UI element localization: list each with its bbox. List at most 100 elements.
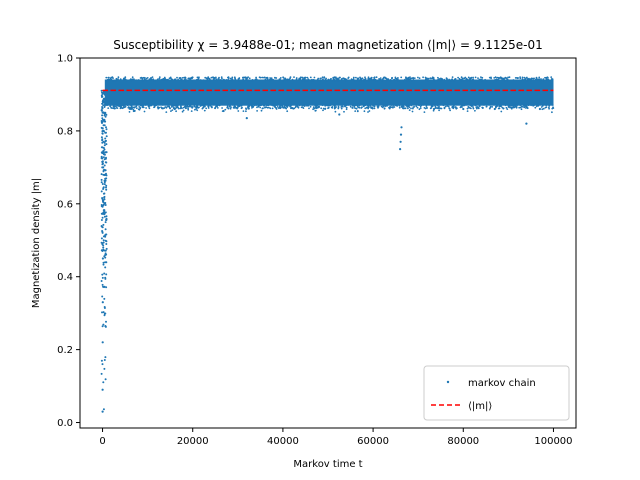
chain-point [276,106,279,108]
chain-point [266,78,269,81]
chain-point [255,76,257,79]
burn-in-point [100,359,103,362]
chain-point [280,106,282,109]
chain-point [215,105,218,108]
chain-point [466,79,468,82]
chain-point [551,104,554,106]
chain-point [355,76,357,79]
chain-point [444,105,447,108]
chain-point [327,107,329,110]
chain-point [109,105,112,107]
y-tick-label: 0.0 [57,418,73,429]
chain-point [457,76,459,79]
chain-point [182,106,185,109]
chain-point [393,106,396,108]
chain-point [199,105,202,107]
chain-point [143,110,146,113]
chain-point [454,78,457,80]
chain-point [535,76,538,79]
chain-point [320,79,322,82]
chain-point [455,103,458,106]
outlier-point [399,133,403,136]
chain-point [525,105,528,108]
chain-point [321,104,324,107]
chain-point [247,76,250,78]
chain-point [322,109,324,112]
chain-point [520,79,523,82]
burn-in-point [102,101,104,104]
chain-point [263,79,266,82]
chain-point [407,107,409,110]
chain-point [373,105,376,108]
chain-point [209,79,212,82]
chain-point [123,106,126,108]
chain-point [429,103,432,106]
chain-point [502,107,505,110]
chain-point [502,77,505,80]
chain-point [406,103,409,106]
chain-point [158,77,161,80]
chain-point [402,107,405,110]
chain-point [291,78,294,81]
burn-in-point [104,254,107,256]
chain-point [422,104,424,106]
chain-point [358,104,361,107]
chain-point [286,110,289,113]
chain-point [202,107,204,109]
chain-point [338,76,341,79]
chain-point [104,103,107,106]
chain-point [535,78,538,81]
burn-in-point [101,183,104,185]
chain-point [396,79,398,82]
chain-point [543,79,545,82]
chain-point [323,77,326,79]
chain-point [396,105,398,107]
chain-point [263,76,266,79]
chain-point [256,106,258,109]
chain-point [327,78,330,81]
chain-point [161,78,164,81]
chain-point [248,77,251,80]
burn-in-point [101,388,104,391]
chain-point [370,77,373,79]
chain-point [480,79,483,82]
burn-in-point [102,150,105,153]
chain-point [324,105,327,107]
chain-point [334,79,337,82]
chain-point [184,77,187,79]
burn-in-point [101,141,104,144]
chain-point [115,107,118,109]
chain-point [453,79,455,82]
chain-point [347,104,349,106]
chain-point [107,107,110,109]
chain-point [480,76,482,78]
chain-point [234,78,237,81]
burn-in-point [102,99,105,102]
chain-point [458,77,461,80]
chain-point [270,77,273,80]
burn-in-point [102,408,105,411]
chain-point [472,76,474,79]
chain-point [107,78,110,81]
chain-point [139,79,142,82]
chain-point [242,110,245,112]
chain-point [540,106,543,108]
burn-in-point [102,239,105,242]
chain-point [470,76,473,79]
chain-point [520,108,523,111]
chain-point [324,108,326,110]
chain-point [229,77,232,80]
chain-point [128,111,131,113]
burn-in-point [103,130,105,133]
chain-point [518,79,521,82]
chain-point [259,106,262,109]
chain-point [342,77,345,80]
chain-point [182,109,185,112]
chain-point [126,104,129,107]
chain-point [129,78,132,81]
chain-point [233,105,236,108]
chain-point [424,76,427,79]
chain-point [445,77,448,80]
chain-point [363,110,366,113]
chain-point [225,79,228,81]
